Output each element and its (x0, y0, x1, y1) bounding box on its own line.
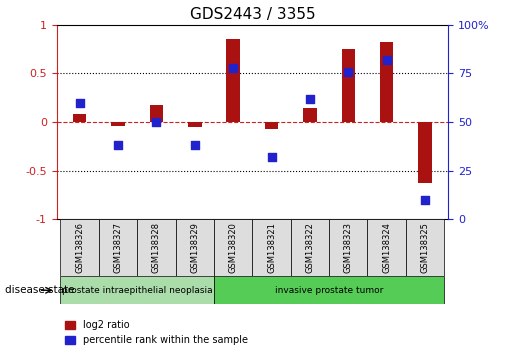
Point (152, 119, 161, 125)
Bar (291, 219, 329, 276)
Text: disease state: disease state (5, 285, 75, 295)
Point (421, 197, 429, 203)
Bar (380, 42, 393, 122)
Bar (60, 219, 99, 276)
Bar (73, 114, 87, 122)
Point (114, 143, 122, 148)
Text: GSM138320: GSM138320 (229, 222, 237, 273)
Bar (227, 39, 240, 122)
Text: GSM138326: GSM138326 (75, 222, 84, 273)
Legend: log2 ratio, percentile rank within the sample: log2 ratio, percentile rank within the s… (61, 316, 252, 349)
Point (306, 96, 314, 102)
Text: GSM138323: GSM138323 (344, 222, 353, 273)
Title: GDS2443 / 3355: GDS2443 / 3355 (190, 7, 315, 22)
Text: GSM138321: GSM138321 (267, 222, 276, 273)
Bar (188, 122, 201, 127)
Bar (137, 219, 176, 276)
Bar (368, 219, 406, 276)
Bar (214, 219, 252, 276)
Text: GSM138325: GSM138325 (421, 222, 430, 273)
Point (76, 100, 84, 105)
Text: GSM138328: GSM138328 (152, 222, 161, 273)
Bar (303, 108, 317, 122)
Bar (341, 49, 355, 122)
Text: GSM138324: GSM138324 (382, 222, 391, 273)
Point (229, 65, 237, 70)
Text: GSM138329: GSM138329 (190, 222, 199, 273)
Text: GSM138322: GSM138322 (305, 222, 315, 273)
Text: prostate intraepithelial neoplasia: prostate intraepithelial neoplasia (62, 286, 213, 295)
Bar (406, 219, 444, 276)
Bar (150, 105, 163, 122)
Text: invasive prostate tumor: invasive prostate tumor (275, 286, 383, 295)
Bar (60, 276, 214, 304)
Bar (252, 219, 291, 276)
Point (344, 69, 352, 74)
Point (191, 143, 199, 148)
Bar (214, 276, 444, 304)
Bar (99, 219, 137, 276)
Bar (329, 219, 368, 276)
Point (383, 57, 391, 63)
Point (267, 154, 276, 160)
Bar (418, 122, 432, 183)
Bar (265, 122, 278, 129)
Bar (111, 122, 125, 126)
Bar (176, 219, 214, 276)
Text: GSM138327: GSM138327 (113, 222, 123, 273)
